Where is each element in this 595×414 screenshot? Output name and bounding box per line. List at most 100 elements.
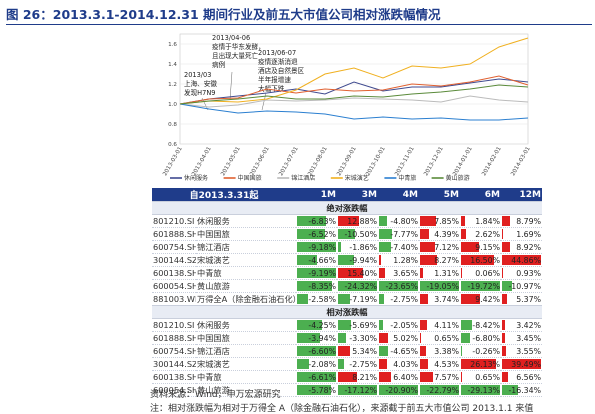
value-label: -23.65% <box>385 282 418 291</box>
value-cell: 15.40% <box>337 267 378 280</box>
value-cell: 5.37% <box>501 293 542 306</box>
value-label: -9.19% <box>308 269 336 278</box>
y-tick-label: 1.4 <box>168 62 177 68</box>
value-label: -1.86% <box>349 243 377 252</box>
data-bar <box>502 242 510 252</box>
value-cell: 39.49% <box>501 358 542 371</box>
value-cell: -19.05% <box>419 280 460 293</box>
value-cell: 3.42% <box>501 319 542 332</box>
x-tick-label: 2014-01-01 <box>452 146 474 178</box>
stock-code: 600754.SH <box>152 345 196 358</box>
data-bar <box>297 294 308 304</box>
value-label: 3.74% <box>434 295 459 304</box>
value-label: 3.42% <box>516 321 541 330</box>
value-cell: -17.12% <box>337 384 378 397</box>
value-label: 39.49% <box>511 360 541 369</box>
data-bar <box>461 216 465 226</box>
value-cell: -3.94% <box>296 332 337 345</box>
value-label: -7.19% <box>349 295 377 304</box>
value-cell: 2.62% <box>460 228 501 241</box>
stock-name: 中青旅 <box>196 371 296 384</box>
data-bar <box>379 359 387 369</box>
value-cell: -6.80% <box>460 332 501 345</box>
value-cell: 0.65% <box>419 332 460 345</box>
value-label: 3.55% <box>516 347 541 356</box>
value-label: 3.45% <box>516 334 541 343</box>
header-5m: 5M <box>419 188 460 202</box>
value-label: -2.05% <box>390 321 418 330</box>
annotation-text: 且出现大量死亡 <box>212 51 259 60</box>
data-bar <box>420 242 435 252</box>
annotation-text: 2013/03 <box>184 71 211 79</box>
value-cell: -4.65% <box>378 345 419 358</box>
value-cell: -10.50% <box>337 228 378 241</box>
value-label: 1.84% <box>475 217 500 226</box>
stock-code: 600138.SH <box>152 371 196 384</box>
stock-name: 黄山旅游 <box>196 280 296 293</box>
y-tick-label: 1.6 <box>168 42 177 48</box>
value-cell: -22.79% <box>419 384 460 397</box>
stock-code: 600754.SH <box>152 241 196 254</box>
value-label: -17.12% <box>344 386 377 395</box>
value-cell: -2.58% <box>296 293 337 306</box>
data-bar <box>338 242 341 252</box>
stock-name: 宋城演艺 <box>196 254 296 267</box>
value-cell: -8.42% <box>460 319 501 332</box>
value-label: -4.25% <box>308 321 336 330</box>
stock-code: 601888.SH <box>152 228 196 241</box>
value-label: -6.61% <box>308 373 336 382</box>
section-title: 相对涨跌幅 <box>152 306 542 319</box>
stock-code: 300144.SZ <box>152 254 196 267</box>
value-label: -9.94% <box>349 256 377 265</box>
annotation-text: 发现H7N9 <box>184 88 215 97</box>
value-cell: 7.57% <box>419 371 460 384</box>
value-cell: 6.56% <box>501 371 542 384</box>
x-tick-label: 2013-07-01 <box>278 146 300 178</box>
value-label: -2.75% <box>390 295 418 304</box>
value-label: 6.40% <box>393 373 418 382</box>
stock-code: 601888.SH <box>152 332 196 345</box>
value-label: 7.12% <box>434 243 459 252</box>
value-label: -6.83% <box>308 217 336 226</box>
value-cell: -6.61% <box>296 371 337 384</box>
value-cell: 8.79% <box>501 215 542 228</box>
header-4m: 4M <box>378 188 419 202</box>
value-label: 3.65% <box>393 269 418 278</box>
value-cell: 44.86% <box>501 254 542 267</box>
value-cell: 26.13% <box>460 358 501 371</box>
value-label: 8.92% <box>516 243 541 252</box>
value-label: -3.94% <box>308 334 336 343</box>
value-label: 4.39% <box>434 230 459 239</box>
data-bar <box>420 333 421 343</box>
data-bar <box>461 229 466 239</box>
annotation-text: 2013/04-06 <box>212 34 250 42</box>
value-cell: -6.60% <box>296 345 337 358</box>
data-bar <box>461 372 462 382</box>
data-bar <box>420 372 433 382</box>
value-label: 8.21% <box>352 373 377 382</box>
data-bar <box>379 255 381 265</box>
stock-code: 600138.SH <box>152 267 196 280</box>
value-label: 4.11% <box>434 321 459 330</box>
stock-name: 休闲服务 <box>196 215 296 228</box>
value-label: -2.58% <box>308 295 336 304</box>
legend-label: 宋城演艺 <box>345 174 369 182</box>
value-label: -7.77% <box>390 230 418 239</box>
value-label: 3.38% <box>434 347 459 356</box>
stock-code: 881003.WI <box>152 293 196 306</box>
x-tick-label: 2013-10-01 <box>365 146 387 178</box>
value-cell: 1.31% <box>419 267 460 280</box>
value-label: 0.06% <box>475 269 500 278</box>
value-label: -2.75% <box>349 360 377 369</box>
value-cell: -8.35% <box>296 280 337 293</box>
data-bar <box>502 229 503 239</box>
value-cell: -10.97% <box>501 280 542 293</box>
value-label: 4.03% <box>393 360 418 369</box>
value-label: -4.80% <box>390 217 418 226</box>
annotation-text: 半年报增速 <box>258 75 291 84</box>
